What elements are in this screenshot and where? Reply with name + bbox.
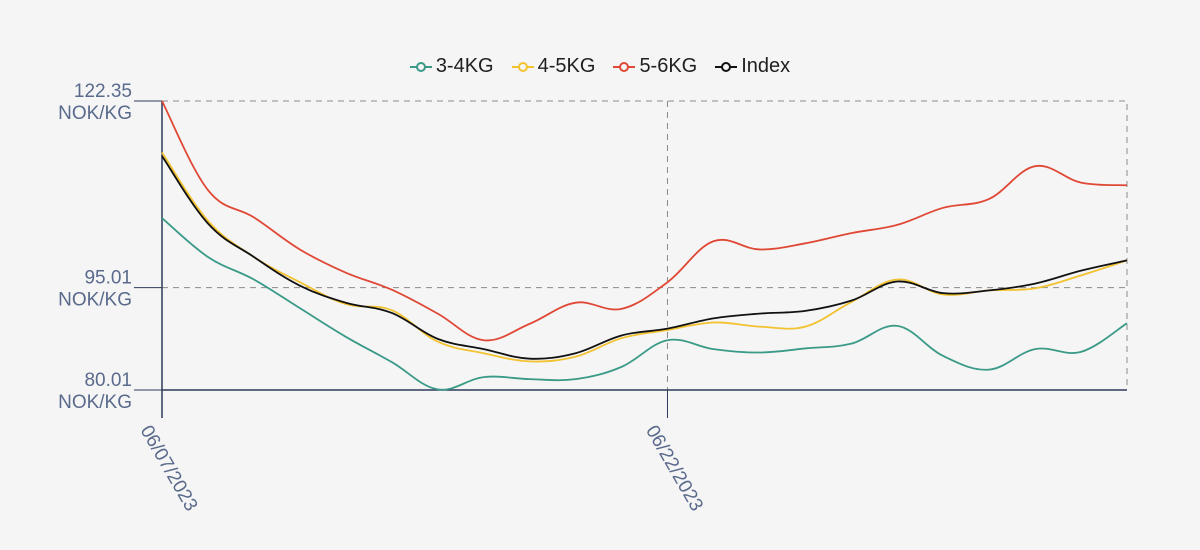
chart-legend: 3-4KG 4-5KG 5-6KG Index — [0, 55, 1200, 78]
series-line-index[interactable] — [161, 155, 1128, 360]
legend-marker-icon — [715, 61, 738, 72]
y-tick-label: 122.35 — [74, 81, 132, 102]
y-tick-unit-label: NOK/KG — [58, 103, 132, 124]
legend-label: 3-4KG — [435, 55, 494, 77]
y-tick-unit-label: NOK/KG — [58, 392, 132, 413]
legend-item-4-5kg[interactable]: 4-5KG — [511, 55, 596, 78]
x-tick-label: 06/07/2023 — [136, 422, 202, 515]
y-tick-label: 80.01 — [84, 370, 132, 391]
legend-marker-icon — [613, 61, 636, 72]
plot-frame — [161, 100, 1128, 391]
legend-item-5-6kg[interactable]: 5-6KG — [613, 55, 697, 78]
legend-marker-icon — [409, 61, 432, 72]
legend-marker-icon — [511, 61, 534, 72]
x-tick-label: 06/22/2023 — [641, 422, 707, 515]
y-tick-label: 95.01 — [84, 268, 132, 289]
series-line-3-4kg[interactable] — [161, 217, 1128, 391]
y-tick-unit-label: NOK/KG — [58, 290, 132, 311]
legend-label: 4-5KG — [537, 55, 596, 77]
series-line-5-6kg[interactable] — [161, 100, 1128, 342]
legend-label: 5-6KG — [639, 55, 698, 77]
series-line-4-5kg[interactable] — [161, 152, 1128, 363]
legend-item-index[interactable]: Index — [715, 55, 790, 78]
legend-item-3-4kg[interactable]: 3-4KG — [409, 55, 494, 78]
legend-label: Index — [741, 55, 791, 77]
grid — [161, 100, 1128, 391]
